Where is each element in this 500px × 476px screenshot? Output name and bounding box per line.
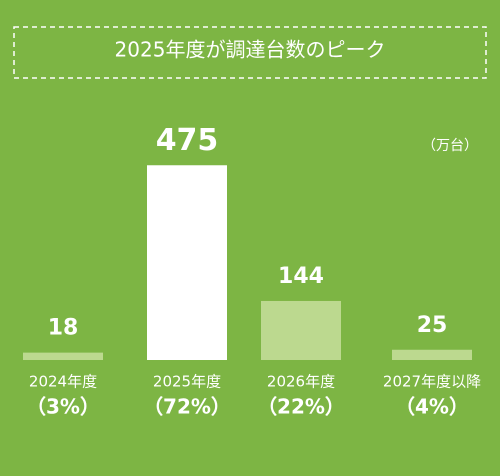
share-label: （22%） xyxy=(257,395,345,419)
bar xyxy=(261,300,341,360)
x-tick-label: 2024年度 xyxy=(29,373,97,391)
x-tick-label: 2026年度 xyxy=(267,373,335,391)
share-label: （3%） xyxy=(26,395,100,419)
value-label: 144 xyxy=(278,264,324,289)
share-label: （4%） xyxy=(395,395,469,419)
x-tick-label: 2027年度以降 xyxy=(383,373,481,391)
value-label: 475 xyxy=(156,123,219,158)
share-label: （72%） xyxy=(143,395,231,419)
value-label: 25 xyxy=(417,313,448,338)
unit-label: （万台） xyxy=(422,138,478,154)
value-label: 18 xyxy=(48,316,79,341)
bar xyxy=(392,349,472,360)
x-tick-label: 2025年度 xyxy=(153,373,221,391)
chart-title: 2025年度が調達台数のピーク xyxy=(115,38,386,62)
title-box xyxy=(13,26,487,79)
bar xyxy=(147,165,227,360)
bar xyxy=(23,352,103,360)
